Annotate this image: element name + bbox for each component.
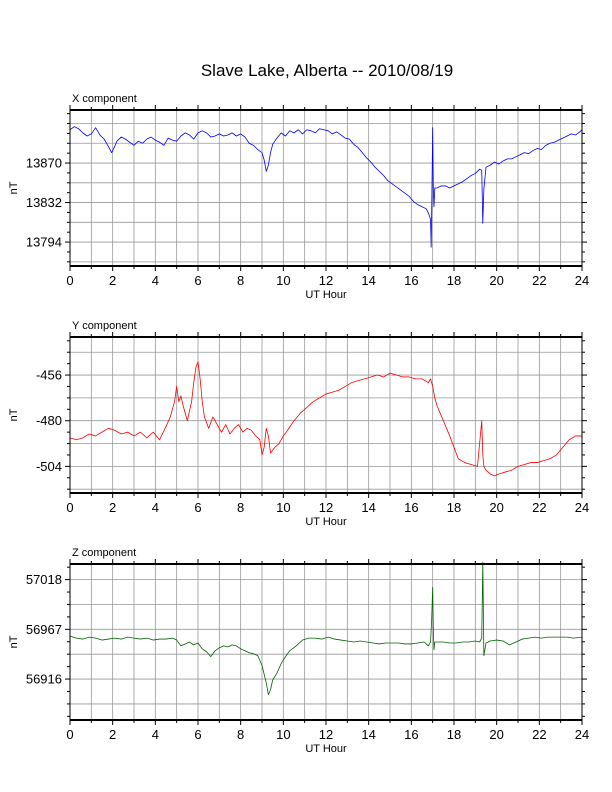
z-component-x-tick-label: 20 xyxy=(489,727,503,742)
x-component-y-tick-label: 13794 xyxy=(26,235,62,250)
y-component-y-tick-label: -480 xyxy=(36,413,62,428)
y-component-y-tick-label: -456 xyxy=(36,368,62,383)
x-component-y-tick-label: 13832 xyxy=(26,195,62,210)
x-component-x-axis-label: UT Hour xyxy=(305,289,347,301)
x-component-x-tick-label: 12 xyxy=(319,273,333,288)
y-component-x-axis-label: UT Hour xyxy=(305,516,347,528)
z-component-x-tick-label: 8 xyxy=(237,727,244,742)
y-component-x-tick-label: 24 xyxy=(575,500,589,515)
z-component-x-tick-label: 12 xyxy=(319,727,333,742)
z-component-x-tick-label: 22 xyxy=(532,727,546,742)
y-component-x-tick-label: 6 xyxy=(194,500,201,515)
y-component-x-tick-label: 4 xyxy=(152,500,159,515)
y-component-x-tick-label: 16 xyxy=(404,500,418,515)
y-component-x-tick-label: 8 xyxy=(237,500,244,515)
y-component-x-tick-label: 22 xyxy=(532,500,546,515)
z-component-x-tick-label: 10 xyxy=(276,727,290,742)
y-component-x-tick-label: 12 xyxy=(319,500,333,515)
z-component-y-tick-label: 56916 xyxy=(26,672,62,687)
x-component-x-tick-label: 16 xyxy=(404,273,418,288)
z-component-y-tick-label: 57018 xyxy=(26,572,62,587)
x-component-x-tick-label: 8 xyxy=(237,273,244,288)
z-component-x-tick-label: 16 xyxy=(404,727,418,742)
x-component-x-tick-label: 10 xyxy=(276,273,290,288)
x-component-data-line xyxy=(69,126,583,248)
z-component-x-tick-label: 0 xyxy=(66,727,73,742)
y-component-y-tick-label: -504 xyxy=(36,459,62,474)
z-component-x-tick-label: 4 xyxy=(152,727,159,742)
z-component-data-line xyxy=(69,561,583,696)
figure-title: Slave Lake, Alberta -- 2010/08/19 xyxy=(201,61,453,80)
y-component-x-tick-label: 10 xyxy=(276,500,290,515)
z-component-x-tick-label: 14 xyxy=(361,727,375,742)
x-component-x-tick-label: 24 xyxy=(575,273,589,288)
y-component-title: Y component xyxy=(72,320,137,332)
z-component-x-tick-label: 6 xyxy=(194,727,201,742)
z-component-y-axis-label: nT xyxy=(8,635,20,648)
x-component-x-tick-label: 18 xyxy=(447,273,461,288)
y-component-y-axis-label: nT xyxy=(8,408,20,421)
z-component-y-tick-label: 56967 xyxy=(26,622,62,637)
y-component-x-tick-label: 0 xyxy=(66,500,73,515)
y-component-data-line xyxy=(69,361,582,477)
x-component-title: X component xyxy=(72,93,137,105)
x-component-x-tick-label: 22 xyxy=(532,273,546,288)
x-component-x-tick-label: 4 xyxy=(152,273,159,288)
x-component-x-tick-label: 0 xyxy=(66,273,73,288)
z-component-x-axis-label: UT Hour xyxy=(305,743,347,755)
x-component-y-tick-label: 13870 xyxy=(26,156,62,171)
y-component-x-tick-label: 18 xyxy=(447,500,461,515)
z-component-title: Z component xyxy=(72,547,136,559)
x-component-x-tick-label: 20 xyxy=(489,273,503,288)
z-component-x-tick-label: 2 xyxy=(109,727,116,742)
x-component-y-axis-label: nT xyxy=(8,181,20,194)
x-component-x-tick-label: 14 xyxy=(361,273,375,288)
z-component-x-tick-label: 24 xyxy=(575,727,589,742)
x-component-x-tick-label: 2 xyxy=(109,273,116,288)
y-component-x-tick-label: 2 xyxy=(109,500,116,515)
x-component-x-tick-label: 6 xyxy=(194,273,201,288)
z-component-x-tick-label: 18 xyxy=(447,727,461,742)
y-component-x-tick-label: 20 xyxy=(489,500,503,515)
y-component-x-tick-label: 14 xyxy=(361,500,375,515)
